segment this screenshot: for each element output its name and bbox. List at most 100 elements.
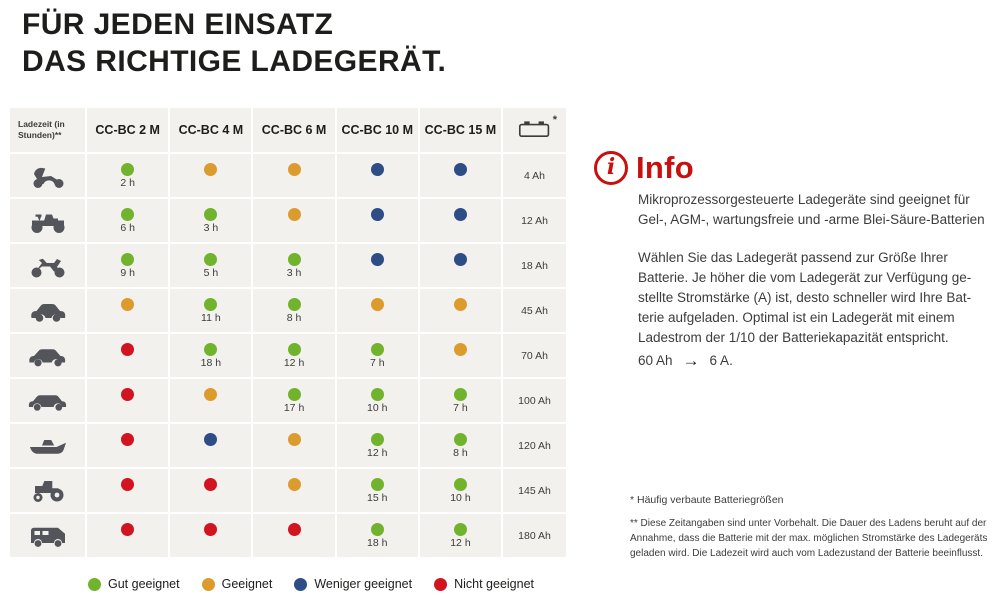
rating-dot-green bbox=[287, 298, 301, 311]
table-row: 17 h 10 h 7 h 100 Ah bbox=[10, 379, 566, 422]
charge-duration: 12 h bbox=[367, 447, 388, 459]
product-column-header: CC-BC 6 M bbox=[253, 108, 335, 152]
rating-cell: 12 h bbox=[336, 424, 418, 467]
rating-cell bbox=[419, 244, 502, 287]
legend-item: Nicht geeignet bbox=[434, 577, 534, 591]
rating-cell bbox=[87, 289, 169, 332]
rating-cell bbox=[253, 424, 335, 467]
rating-cell-content: 9 h bbox=[87, 244, 168, 287]
info-heading: i Info bbox=[594, 150, 1000, 186]
rating-dot-blue bbox=[453, 208, 467, 221]
rating-cell-content: 11 h bbox=[170, 289, 251, 332]
capacity-cell: 120 Ah bbox=[503, 424, 566, 467]
rating-cell: 7 h bbox=[336, 334, 418, 377]
legend-dot-green bbox=[88, 577, 101, 591]
rating-cell bbox=[253, 199, 335, 242]
rating-cell: 10 h bbox=[336, 379, 418, 422]
rating-cell bbox=[419, 334, 502, 377]
rating-dot-red bbox=[121, 523, 135, 536]
charge-duration: 11 h bbox=[201, 312, 221, 324]
legend-label: Nicht geeignet bbox=[454, 577, 535, 591]
rating-cell bbox=[170, 469, 252, 512]
rating-cell bbox=[87, 424, 169, 467]
rating-cell-content: 6 h bbox=[87, 199, 168, 242]
charge-duration: 6 h bbox=[120, 222, 135, 234]
info-title: Info bbox=[636, 150, 695, 185]
table-row: 9 h 5 h 3 h 18 Ah bbox=[10, 244, 566, 287]
rating-cell bbox=[253, 469, 335, 512]
rating-cell bbox=[419, 154, 502, 197]
vehicle-cell bbox=[10, 154, 86, 197]
capacity-cell: 12 Ah bbox=[503, 199, 566, 242]
rating-cell-content: 17 h bbox=[253, 379, 334, 422]
rating-cell-content bbox=[253, 469, 334, 512]
rating-cell-content bbox=[87, 289, 168, 332]
title-line-2: DAS RICHTIGE LADEGERÄT. bbox=[22, 45, 447, 78]
rating-dot-green bbox=[287, 343, 301, 356]
vehicle-cell bbox=[10, 514, 86, 557]
legend-item: Gut geeignet bbox=[88, 577, 180, 591]
rating-dot-orange bbox=[287, 208, 301, 221]
info-panel: i Info Mikroprozessorgesteuerte Ladegerä… bbox=[594, 150, 1000, 369]
rating-cell-content bbox=[337, 154, 418, 197]
rating-cell-content bbox=[420, 334, 501, 377]
rating-cell-content bbox=[87, 334, 168, 377]
rating-cell-content bbox=[337, 244, 418, 287]
rating-cell: 9 h bbox=[87, 244, 169, 287]
product-column-header: CC-BC 4 M bbox=[170, 108, 252, 152]
table-row: 12 h 8 h 120 Ah bbox=[10, 424, 566, 467]
rating-dot-blue bbox=[453, 163, 467, 176]
rating-cell-content: 10 h bbox=[420, 469, 501, 512]
conversion-from: 60 Ah bbox=[638, 353, 673, 368]
title-line-1: FÜR JEDEN EINSATZ bbox=[22, 8, 334, 41]
charge-duration: 3 h bbox=[286, 267, 302, 279]
rating-dot-green bbox=[370, 523, 384, 536]
rating-cell: 17 h bbox=[253, 379, 335, 422]
rating-cell-content bbox=[87, 514, 168, 557]
rating-dot-red bbox=[204, 523, 218, 536]
rating-dot-orange bbox=[287, 433, 301, 446]
rating-cell-content: 8 h bbox=[420, 424, 501, 467]
legend-label: Geeignet bbox=[221, 577, 273, 591]
charger-comparison-table: Ladezeit (in Stunden)** CC-BC 2 M CC-BC 4 … bbox=[8, 106, 568, 559]
rating-cell-content: 2 h bbox=[87, 154, 168, 197]
scooter-icon bbox=[33, 167, 64, 188]
info-icon: i bbox=[594, 151, 628, 185]
charge-duration: 18 h bbox=[367, 537, 388, 549]
table-row: 11 h 8 h 45 Ah bbox=[10, 289, 566, 332]
capacity-cell: 45 Ah bbox=[503, 289, 566, 332]
capacity-cell: 70 Ah bbox=[503, 334, 566, 377]
rating-cell bbox=[170, 154, 252, 197]
rating-cell-content bbox=[253, 199, 334, 242]
rating-dot-orange bbox=[287, 478, 301, 491]
table-row: 18 h 12 h 7 h 70 Ah bbox=[10, 334, 566, 377]
rating-cell bbox=[253, 154, 335, 197]
rating-cell-content bbox=[87, 379, 168, 422]
rating-cell: 12 h bbox=[419, 514, 502, 557]
rating-dot-blue bbox=[204, 433, 218, 446]
rating-dot-green bbox=[453, 478, 467, 491]
vehicle-cell bbox=[10, 289, 86, 332]
rating-cell: 3 h bbox=[170, 199, 252, 242]
capacity-cell: 145 Ah bbox=[503, 469, 566, 512]
table-row: 15 h 10 h 145 Ah bbox=[10, 469, 566, 512]
product-column-header: CC-BC 2 M bbox=[87, 108, 169, 152]
rating-cell-content bbox=[87, 469, 168, 512]
rating-cell-content bbox=[420, 289, 501, 332]
legend-item: Geeignet bbox=[201, 577, 273, 591]
boat-icon bbox=[29, 439, 66, 454]
rating-cell-content bbox=[170, 514, 251, 557]
car-battery-icon bbox=[518, 120, 549, 137]
rating-cell: 8 h bbox=[419, 424, 502, 467]
rating-dot-red bbox=[121, 343, 135, 356]
rating-dot-red bbox=[287, 523, 301, 536]
rating-cell: 5 h bbox=[170, 244, 252, 287]
rating-cell: 18 h bbox=[336, 514, 418, 557]
ladezeit-header: Ladezeit (in Stunden)** bbox=[10, 108, 86, 152]
rating-dot-green bbox=[287, 253, 301, 266]
rating-dot-green bbox=[370, 343, 384, 356]
limousine-icon bbox=[28, 394, 66, 411]
legend-label: Gut geeignet bbox=[108, 577, 180, 591]
table-row: 2 h 4 Ah bbox=[10, 154, 566, 197]
camper-icon bbox=[30, 527, 65, 547]
